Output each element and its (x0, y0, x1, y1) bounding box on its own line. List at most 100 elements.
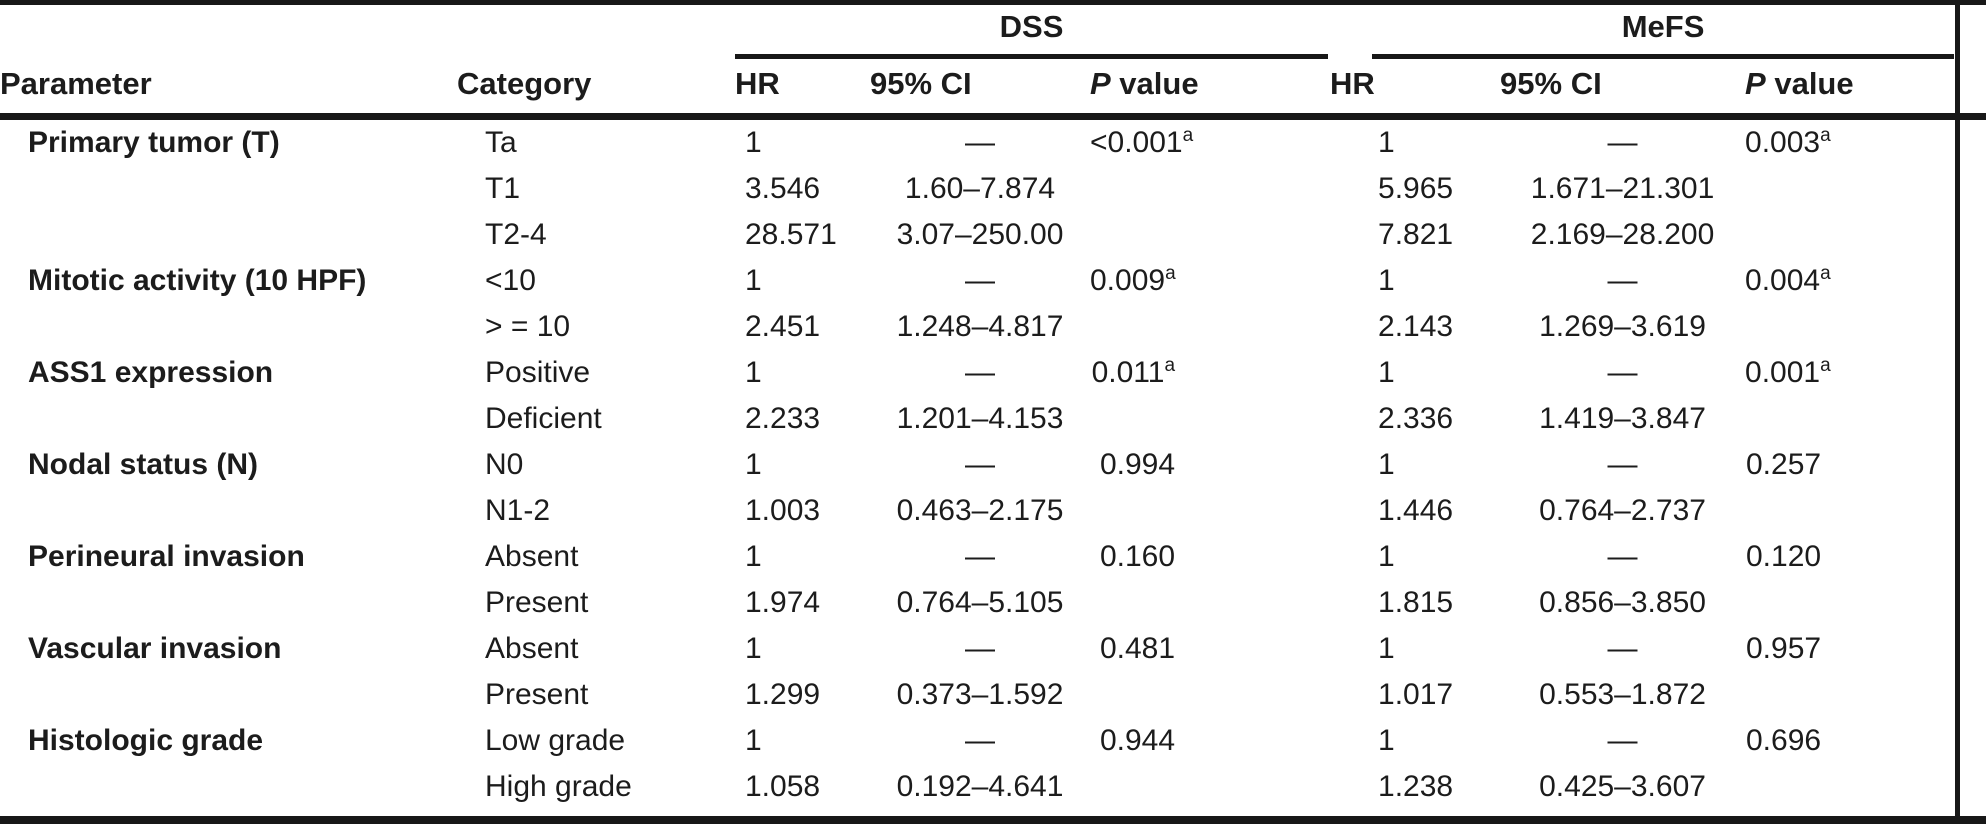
mefs-ci-cell: 1.419–3.847 (1539, 402, 1706, 435)
dss-hr-cell: 3.546 (745, 172, 821, 205)
parameter-cell (0, 396, 457, 442)
mefs-hr-cell: 1 (1378, 632, 1395, 665)
mefs-p-cell: 0.120 (1745, 534, 1986, 580)
footnote-marker: a (1164, 355, 1176, 376)
dss-ci-cell: 0.192–4.641 (896, 770, 1064, 803)
group-spacer (457, 5, 735, 59)
table-row: N1-2 1.003 0.463–2.175 1.446 0.764–2.737 (0, 488, 1986, 534)
category-cell: Present (485, 678, 589, 711)
group-header-mefs: MeFS (1330, 5, 1986, 59)
dss-ci-cell: — (965, 724, 995, 757)
dss-ci-cell: 0.764–5.105 (896, 586, 1064, 619)
parameter-cell (0, 212, 457, 258)
footnote-marker: a (1165, 263, 1176, 284)
parameter-cell: ASS1 expression (28, 356, 274, 389)
mefs-ci-cell: 1.671–21.301 (1530, 172, 1715, 205)
footnote-marker: a (1820, 355, 1831, 376)
results-table: DSS MeFS Parameter Category HR 95% CI P … (0, 5, 1986, 810)
dss-hr-cell: 1 (745, 264, 762, 297)
mefs-hr-cell: 1 (1378, 126, 1395, 159)
category-cell: Deficient (485, 402, 602, 435)
dss-ci-cell: 0.463–2.175 (896, 494, 1064, 527)
mefs-p-cell (1745, 488, 1986, 534)
p-italic: P (1745, 66, 1766, 101)
p-value: 0.160 (1099, 540, 1176, 573)
mefs-p-cell: 0.001a (1745, 350, 1986, 396)
col-header-dss-ci: 95% CI (870, 59, 1090, 120)
p-value: 0.481 (1099, 632, 1176, 665)
table-row: T1 3.546 1.60–7.874 5.965 1.671–21.301 (0, 166, 1986, 212)
mefs-p-cell: 0.004a (1745, 258, 1986, 304)
table-bottom-rule (0, 816, 1986, 824)
dss-p-cell: 0.009a (1090, 258, 1330, 304)
mefs-hr-cell: 2.336 (1378, 402, 1454, 435)
p-rest: value (1110, 66, 1199, 101)
dss-hr-cell: 2.451 (745, 310, 821, 343)
mefs-hr-cell: 7.821 (1378, 218, 1454, 251)
category-cell: T1 (485, 172, 521, 205)
table-row: High grade 1.058 0.192–4.641 1.238 0.425… (0, 764, 1986, 810)
p-value: 0.944 (1099, 724, 1176, 757)
dss-hr-cell: 1 (745, 724, 762, 757)
p-italic: P (1090, 66, 1111, 101)
p-value: 0.003 (1745, 126, 1821, 159)
mefs-ci-cell: 0.425–3.607 (1539, 770, 1706, 803)
mefs-ci-cell: — (1607, 540, 1638, 573)
table-row: > = 10 2.451 1.248–4.817 2.143 1.269–3.6… (0, 304, 1986, 350)
group-header-dss-label: DSS (735, 9, 1329, 59)
footnote-marker: a (1820, 263, 1831, 284)
category-cell: High grade (485, 770, 632, 803)
mefs-p-cell (1745, 396, 1986, 442)
dss-p-cell (1090, 166, 1330, 212)
mefs-ci-cell: 0.764–2.737 (1539, 494, 1706, 527)
mefs-hr-cell: 2.143 (1378, 310, 1454, 343)
col-header-dss-pvalue: P value (1090, 59, 1331, 120)
dss-p-cell (1090, 488, 1330, 534)
dss-ci-cell: — (965, 448, 995, 481)
page-edge-line (1955, 0, 1960, 824)
table-top-rule (0, 0, 1986, 5)
mefs-hr-cell: 1 (1378, 264, 1395, 297)
mefs-ci-cell: — (1607, 724, 1638, 757)
mefs-p-cell: 0.257 (1745, 442, 1986, 488)
dss-p-cell (1090, 212, 1330, 258)
dss-hr-cell: 1 (745, 356, 762, 389)
category-cell: Absent (485, 632, 579, 665)
col-header-mefs-hr: HR (1330, 59, 1501, 120)
p-rest: value (1765, 66, 1854, 101)
mefs-hr-cell: 1.238 (1378, 770, 1454, 803)
p-value: 0.696 (1745, 724, 1822, 757)
dss-hr-cell: 1 (745, 448, 762, 481)
table-row: Perineural invasion Absent 1 — 0.160 1 —… (0, 534, 1986, 580)
dss-p-cell (1090, 672, 1330, 718)
table-row: Mitotic activity (10 HPF) <10 1 — 0.009a… (0, 258, 1986, 304)
mefs-p-cell (1745, 212, 1986, 258)
category-cell: > = 10 (485, 310, 571, 343)
group-spacer (0, 5, 457, 59)
mefs-hr-cell: 1 (1378, 540, 1395, 573)
dss-ci-cell: — (965, 632, 995, 665)
dss-p-cell: 0.011a (1090, 350, 1330, 396)
category-cell: Low grade (485, 724, 626, 757)
category-cell: Present (485, 586, 589, 619)
dss-hr-cell: 1 (745, 632, 762, 665)
group-header-mefs-label: MeFS (1372, 9, 1955, 59)
mefs-p-cell (1745, 672, 1986, 718)
group-header-row: DSS MeFS (0, 5, 1986, 59)
footnote-marker: a (1182, 125, 1194, 146)
parameter-cell (0, 488, 457, 534)
mefs-ci-cell: — (1607, 632, 1638, 665)
category-cell: <10 (485, 264, 536, 297)
dss-p-cell: 0.160 (1090, 534, 1330, 580)
mefs-hr-cell: 1.017 (1378, 678, 1454, 711)
dss-p-cell: <0.001a (1090, 117, 1330, 167)
dss-p-cell: 0.994 (1090, 442, 1330, 488)
dss-hr-cell: 2.233 (745, 402, 821, 435)
col-header-parameter: Parameter (0, 59, 457, 120)
dss-hr-cell: 28.571 (745, 218, 837, 251)
mefs-ci-cell: — (1607, 264, 1638, 297)
p-value: 0.004 (1745, 264, 1821, 297)
p-value: 0.001 (1745, 356, 1821, 389)
p-value: 0.120 (1745, 540, 1822, 573)
